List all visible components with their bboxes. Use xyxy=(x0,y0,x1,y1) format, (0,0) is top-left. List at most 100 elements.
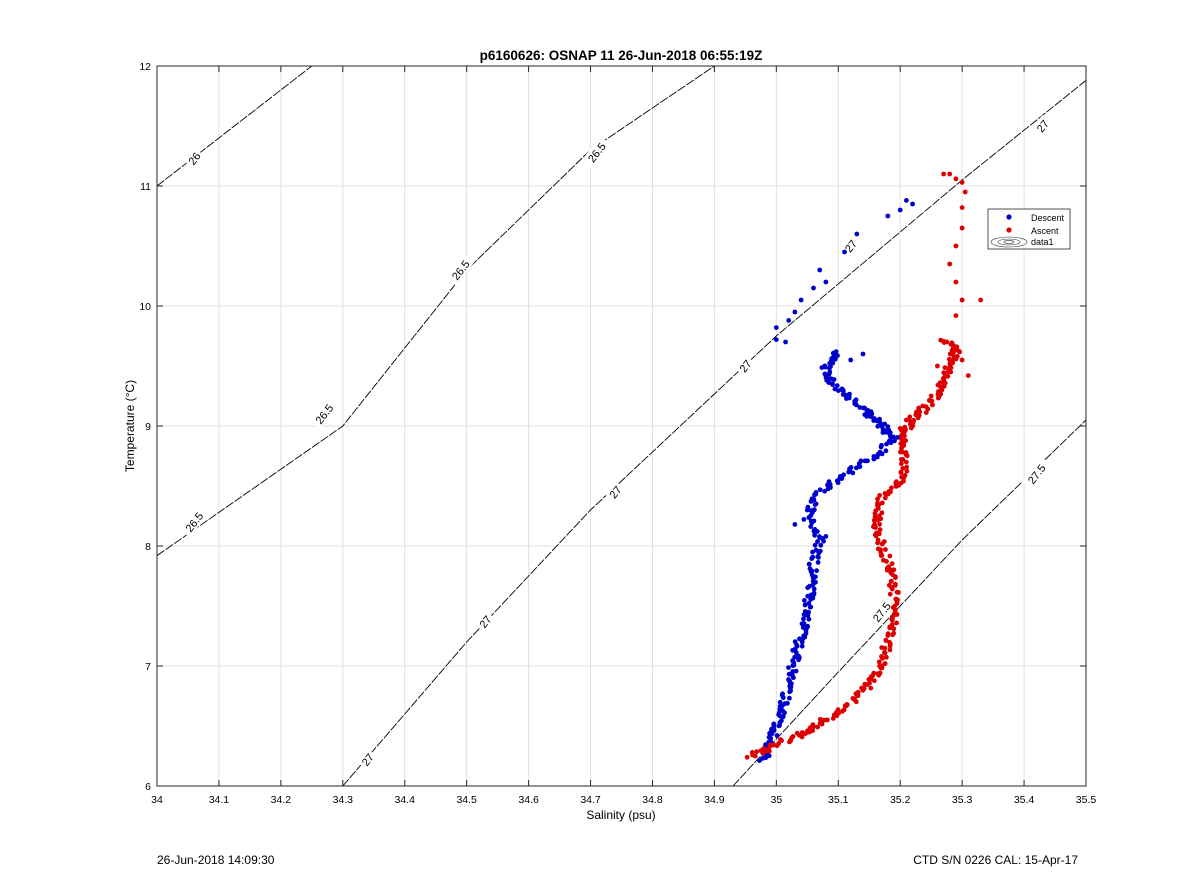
descent-point xyxy=(806,561,812,567)
ascent-point xyxy=(778,737,783,742)
descent-point xyxy=(811,518,817,524)
descent-point xyxy=(783,339,788,345)
descent-point xyxy=(792,522,798,527)
descent-point xyxy=(830,360,836,366)
descent-point xyxy=(776,712,782,717)
ascent-point xyxy=(904,468,910,474)
descent-point xyxy=(841,472,846,478)
ascent-point xyxy=(875,496,880,502)
descent-point xyxy=(826,479,832,484)
descent-point xyxy=(800,625,806,630)
ascent-point xyxy=(888,489,893,495)
descent-point xyxy=(814,568,819,574)
footer-timestamp: 26-Jun-2018 14:09:30 xyxy=(157,853,275,867)
ascent-point xyxy=(942,373,948,379)
series-descent xyxy=(757,198,915,763)
ascent-point xyxy=(947,171,953,177)
x-tick-label: 35.3 xyxy=(952,794,973,806)
ascent-point xyxy=(890,632,895,638)
x-axis-label: Salinity (psu) xyxy=(586,808,655,822)
descent-point xyxy=(812,542,818,548)
ascent-point xyxy=(897,426,903,431)
descent-point xyxy=(808,524,814,529)
ascent-point xyxy=(898,449,903,455)
svg-text:27: 27 xyxy=(843,238,860,255)
descent-point xyxy=(817,534,822,539)
descent-point xyxy=(843,392,848,398)
ascent-point xyxy=(799,734,805,740)
ascent-point xyxy=(807,725,813,731)
footer-ctd-info: CTD S/N 0226 CAL: 15-Apr-17 xyxy=(913,853,1078,867)
descent-point xyxy=(910,201,915,207)
ascent-point xyxy=(893,596,899,602)
descent-point xyxy=(817,487,823,493)
x-tick-label: 34.8 xyxy=(642,794,663,806)
ascent-point xyxy=(871,678,877,684)
descent-point xyxy=(811,285,816,291)
contour-label: 27 xyxy=(1031,114,1053,137)
ascent-point xyxy=(951,353,957,359)
descent-point xyxy=(858,458,864,464)
ascent-point xyxy=(822,717,828,723)
ascent-point xyxy=(861,686,867,691)
ascent-point xyxy=(887,553,893,559)
ascent-point xyxy=(929,402,935,408)
descent-point xyxy=(792,309,798,315)
ascent-point xyxy=(881,539,887,544)
ascent-point xyxy=(875,537,881,543)
descent-point xyxy=(810,554,816,560)
ascent-point xyxy=(889,622,895,627)
descent-point xyxy=(811,507,817,513)
contour-line-26 xyxy=(157,66,313,187)
ascent-point xyxy=(900,466,906,471)
svg-text:27: 27 xyxy=(738,358,755,375)
descent-point xyxy=(801,517,807,522)
ascent-point xyxy=(903,459,909,465)
descent-point xyxy=(806,601,812,606)
x-tick-label: 35.4 xyxy=(1014,794,1035,806)
legend-descent-label: Descent xyxy=(1031,213,1065,223)
descent-point xyxy=(883,448,889,454)
descent-point xyxy=(797,636,802,642)
legend-data1-label: data1 xyxy=(1031,237,1054,247)
descent-point xyxy=(805,624,810,630)
ascent-point xyxy=(938,384,944,390)
ascent-point xyxy=(965,373,971,378)
ascent-point xyxy=(889,485,894,491)
y-tick-label: 10 xyxy=(139,301,151,313)
ascent-point xyxy=(903,450,909,455)
descent-point xyxy=(895,435,901,440)
ascent-point xyxy=(953,243,959,249)
descent-point xyxy=(808,597,814,602)
descent-point xyxy=(818,542,824,548)
ascent-point xyxy=(959,205,965,211)
ascent-point xyxy=(883,547,888,552)
svg-text:27: 27 xyxy=(477,614,494,631)
ascent-point xyxy=(864,682,870,687)
descent-point xyxy=(810,578,816,584)
chart-title: p6160626: OSNAP 11 26-Jun-2018 06:55:19Z xyxy=(480,48,763,63)
ascent-point xyxy=(959,357,965,363)
descent-point xyxy=(807,566,813,571)
ascent-point xyxy=(953,313,959,318)
ascent-point xyxy=(892,581,898,587)
ascent-point xyxy=(894,589,900,595)
ascent-point xyxy=(899,457,904,462)
ascent-point xyxy=(889,561,895,567)
ascent-point xyxy=(888,579,894,584)
axis-ticks: 34 34.1 34.2 34.3 34.4 34.5 34.6 34.7 34.8 34.9 35… xyxy=(139,61,1096,806)
ascent-point xyxy=(882,645,888,651)
contour-label: 27 xyxy=(356,748,378,770)
ascent-point xyxy=(885,631,891,637)
descent-point xyxy=(802,602,808,608)
ascent-point xyxy=(882,661,888,666)
ascent-point xyxy=(882,495,888,501)
descent-point xyxy=(811,586,817,592)
ascent-point xyxy=(882,650,887,655)
legend-box xyxy=(987,208,1071,250)
descent-point xyxy=(773,325,779,330)
descent-point xyxy=(842,249,847,255)
descent-point xyxy=(832,386,838,392)
ascent-point xyxy=(949,340,955,346)
